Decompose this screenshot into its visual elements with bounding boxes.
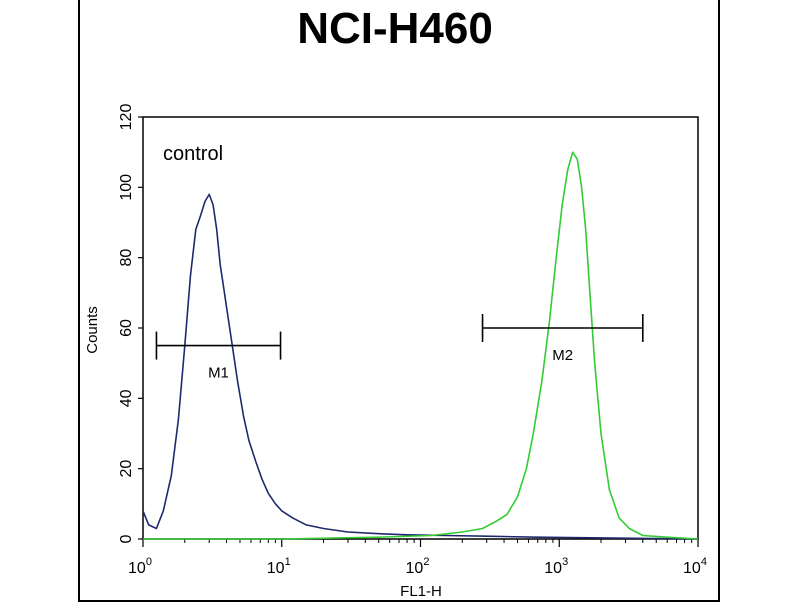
x-tick-label: 102 — [406, 556, 430, 577]
control-annotation: control — [163, 143, 223, 165]
y-tick-label: 100 — [118, 174, 135, 201]
y-tick-label: 40 — [118, 389, 135, 407]
gate-label: M2 — [552, 347, 573, 364]
x-axis: 100 101 102 103 104 — [128, 539, 707, 577]
x-tick-label: 101 — [267, 556, 291, 577]
y-tick-label: 80 — [118, 249, 135, 267]
x-tick-label: 104 — [683, 556, 707, 577]
y-tick-label: 120 — [118, 104, 135, 131]
chart-title: NCI-H460 — [297, 4, 493, 53]
gate-layer: M1 M2 — [155, 314, 644, 382]
y-axis-title: Counts — [84, 306, 101, 354]
x-axis-title: FL1-H — [400, 583, 442, 600]
x-tick-label: 103 — [544, 556, 568, 577]
y-tick-label: 0 — [118, 534, 135, 543]
x-tick-label: 100 — [128, 556, 152, 577]
y-tick-label: 20 — [118, 460, 135, 478]
y-axis: 0 20 40 60 80 100 120 — [118, 104, 143, 543]
y-tick-label: 60 — [118, 319, 135, 337]
gate-label: M1 — [208, 365, 229, 382]
sample-histogram-line — [143, 151, 699, 540]
